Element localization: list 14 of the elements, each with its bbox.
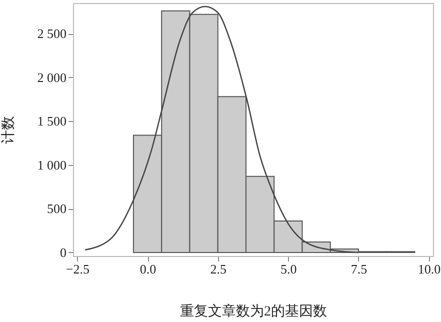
x-tick-label: 0.0	[140, 262, 156, 276]
x-axis-title: 重复文章数为2的基因数	[180, 304, 327, 320]
x-tick-label: −2.5	[66, 262, 90, 276]
y-tick-label: 1 000	[37, 157, 66, 172]
x-tick-label: 5.0	[280, 262, 297, 276]
y-tick-label: 2 000	[37, 70, 66, 85]
x-tick-label: 2.5	[210, 262, 226, 276]
y-tick-label: 500	[47, 201, 66, 216]
y-tick-label: 0	[60, 245, 66, 260]
x-tick-label: 7.5	[350, 262, 368, 276]
x-tick-label: 10.0	[418, 262, 441, 276]
y-tick-label: 1 500	[37, 114, 66, 129]
y-tick-label: 2 500	[37, 26, 66, 42]
y-axis-title: 计数	[0, 116, 16, 144]
